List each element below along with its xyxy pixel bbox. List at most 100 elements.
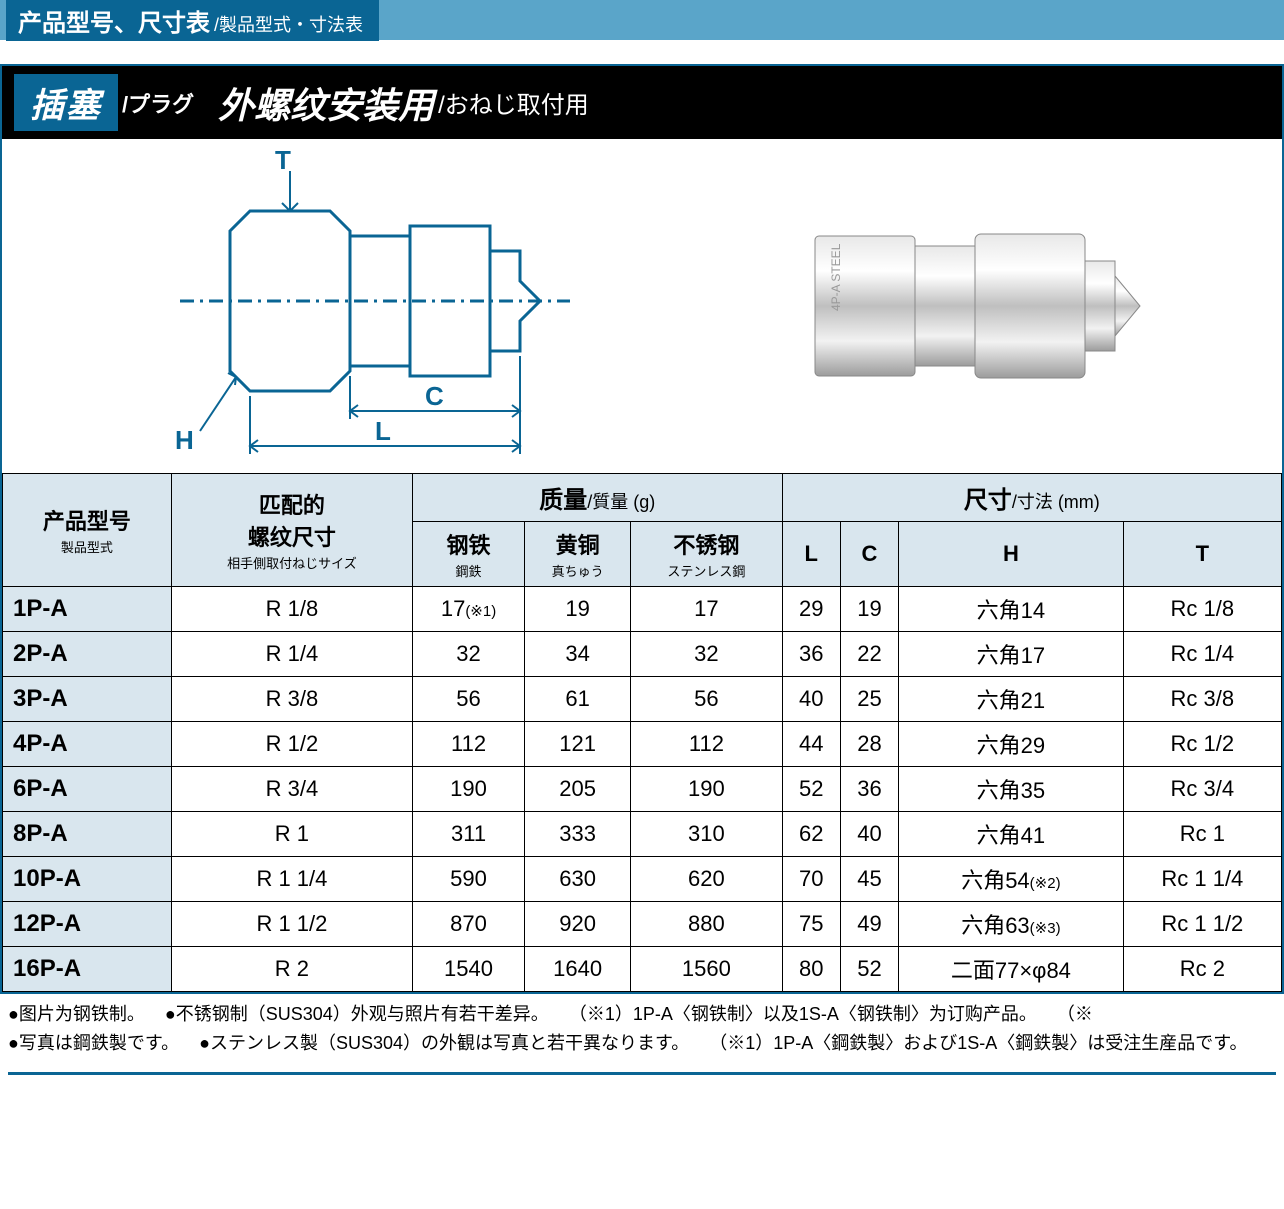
cell-H: 六角21 [899,677,1124,722]
footnote-1d: （※ [1057,1004,1093,1024]
cell-C: 19 [840,587,898,632]
cell-thread: R 1 1/4 [171,857,412,902]
cell-thread: R 3/8 [171,677,412,722]
cell-brass: 205 [525,767,631,812]
cell-C: 52 [840,947,898,992]
section-title: 产品型号、尺寸表 /製品型式・寸法表 [6,0,379,41]
footnote-1b: ●不锈钢制（SUS304）外观与照片有若干差异。 [165,1004,549,1024]
spec-table: 产品型号 製品型式 匹配的 螺纹尺寸 相手側取付ねじサイズ 质量/質量 (g) … [2,473,1282,992]
cell-C: 22 [840,632,898,677]
bottom-rule [8,1072,1276,1075]
cell-T: Rc 1/4 [1123,632,1281,677]
cell-model: 4P-A [3,722,172,767]
cell-model: 3P-A [3,677,172,722]
cell-steel: 17(※1) [413,587,525,632]
footnote-2b: ●ステンレス製（SUS304）の外観は写真と若干異なります。 [199,1033,689,1053]
footnote-2c: （※1）1P-A〈鋼鉄製〉および1S-A〈鋼鉄製〉は受注生産品です。 [709,1033,1247,1053]
section-title-sub: /製品型式・寸法表 [214,11,363,37]
section-title-bar: 产品型号、尺寸表 /製品型式・寸法表 [0,0,1284,40]
category-badge-sub: /プラグ [122,87,194,119]
table-row: 2P-AR 1/43234323622六角17Rc 1/4 [3,632,1282,677]
cell-thread: R 3/4 [171,767,412,812]
cell-brass: 333 [525,812,631,857]
cell-brass: 630 [525,857,631,902]
cell-sus: 112 [631,722,782,767]
cell-H: 六角17 [899,632,1124,677]
table-row: 12P-AR 1 1/28709208807549六角63(※3)Rc 1 1/… [3,902,1282,947]
category-title: 外螺纹安装用 [218,77,434,129]
table-row: 6P-AR 3/41902051905236六角35Rc 3/4 [3,767,1282,812]
footnotes: ●图片为钢铁制。 ●不锈钢制（SUS304）外观与照片有若干差异。 （※1）1P… [0,994,1284,1058]
cell-brass: 61 [525,677,631,722]
th-steel: 钢铁鋼鉄 [413,522,525,587]
table-row: 3P-AR 3/85661564025六角21Rc 3/8 [3,677,1282,722]
category-bar: 插塞 /プラグ 外螺纹安装用 /おねじ取付用 [2,66,1282,139]
cell-model: 2P-A [3,632,172,677]
cell-L: 40 [782,677,840,722]
section-title-main: 产品型号、尺寸表 [18,3,210,38]
cell-sus: 620 [631,857,782,902]
cell-model: 1P-A [3,587,172,632]
cell-brass: 1640 [525,947,631,992]
cell-model: 10P-A [3,857,172,902]
table-row: 1P-AR 1/817(※1)19172919六角14Rc 1/8 [3,587,1282,632]
cell-C: 45 [840,857,898,902]
cell-steel: 1540 [413,947,525,992]
cell-sus: 1560 [631,947,782,992]
svg-text:4P-A STEEL: 4P-A STEEL [829,243,843,311]
cell-C: 36 [840,767,898,812]
product-photo: 4P-A STEEL [785,206,1165,406]
table-row: 8P-AR 13113333106240六角41Rc 1 [3,812,1282,857]
cell-steel: 32 [413,632,525,677]
cell-sus: 56 [631,677,782,722]
cell-steel: 56 [413,677,525,722]
cell-sus: 880 [631,902,782,947]
cell-C: 25 [840,677,898,722]
category-title-sub: /おねじ取付用 [438,85,589,120]
cell-C: 28 [840,722,898,767]
cell-model: 12P-A [3,902,172,947]
cell-model: 16P-A [3,947,172,992]
label-T: T [275,151,291,175]
cell-H: 六角35 [899,767,1124,812]
cell-steel: 870 [413,902,525,947]
cell-thread: R 1/8 [171,587,412,632]
th-C: C [840,522,898,587]
cell-sus: 190 [631,767,782,812]
diagram-row: T H C L [2,139,1282,473]
cell-H: 六角29 [899,722,1124,767]
cell-thread: R 1 [171,812,412,857]
cell-C: 40 [840,812,898,857]
cell-sus: 17 [631,587,782,632]
cell-C: 49 [840,902,898,947]
cell-brass: 19 [525,587,631,632]
cell-brass: 121 [525,722,631,767]
cell-H: 二面77×φ84 [899,947,1124,992]
cell-model: 6P-A [3,767,172,812]
cell-L: 44 [782,722,840,767]
cell-L: 52 [782,767,840,812]
cell-T: Rc 1/8 [1123,587,1281,632]
th-L: L [782,522,840,587]
cell-steel: 590 [413,857,525,902]
cell-H: 六角54(※2) [899,857,1124,902]
cell-H: 六角41 [899,812,1124,857]
th-dim-group: 尺寸/寸法 (mm) [782,474,1281,522]
th-model: 产品型号 製品型式 [3,474,172,587]
cell-brass: 920 [525,902,631,947]
cell-T: Rc 3/4 [1123,767,1281,812]
cell-steel: 112 [413,722,525,767]
cell-T: Rc 1 1/4 [1123,857,1281,902]
th-thread: 匹配的 螺纹尺寸 相手側取付ねじサイズ [171,474,412,587]
cell-L: 75 [782,902,840,947]
main-content: 插塞 /プラグ 外螺纹安装用 /おねじ取付用 T [0,64,1284,994]
technical-drawing: T H C L [120,151,590,461]
cell-thread: R 1/4 [171,632,412,677]
cell-model: 8P-A [3,812,172,857]
footnote-1a: ●图片为钢铁制。 [8,1004,145,1024]
cell-T: Rc 1/2 [1123,722,1281,767]
category-badge: 插塞 [14,74,118,131]
cell-T: Rc 2 [1123,947,1281,992]
cell-thread: R 2 [171,947,412,992]
table-row: 10P-AR 1 1/45906306207045六角54(※2)Rc 1 1/… [3,857,1282,902]
